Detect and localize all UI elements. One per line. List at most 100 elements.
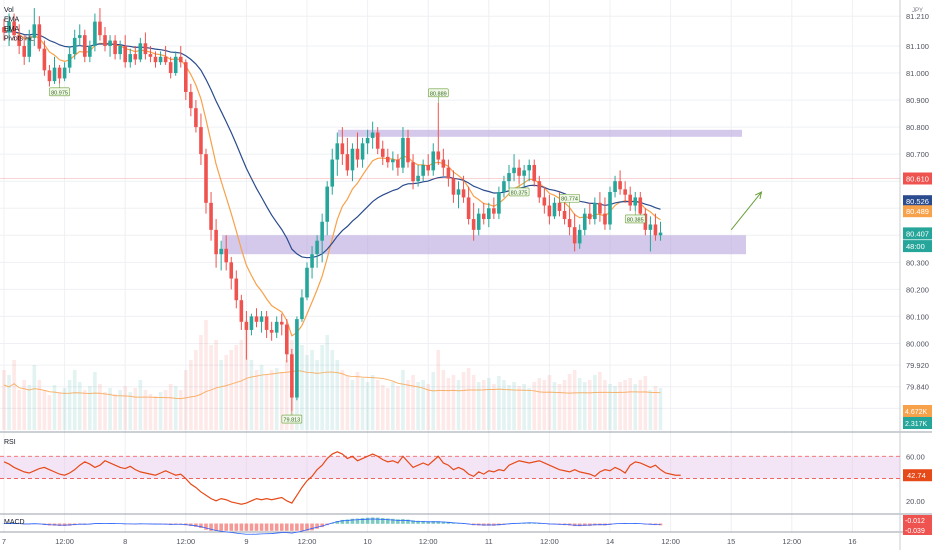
pivot-label-text: 80.774 [561, 197, 578, 203]
candle-body [53, 68, 57, 82]
time-tick-label: 9 [244, 537, 248, 546]
volume-bar [164, 390, 168, 430]
volume-bar [497, 376, 501, 430]
price-tick-label: 81.100 [906, 42, 929, 51]
volume-bar [512, 382, 516, 430]
price-tick-label: 80.100 [906, 312, 929, 321]
macd-histogram-bar [229, 524, 233, 531]
candle-body [98, 22, 102, 36]
candle-body [245, 322, 249, 330]
candle-body [305, 268, 309, 298]
time-tick-label: 11 [485, 537, 493, 546]
candle-body [189, 92, 193, 108]
candle-body [522, 170, 526, 175]
candle-body [290, 354, 294, 397]
macd-histogram-bar [300, 524, 304, 531]
candle-body [310, 254, 314, 268]
zone-box [222, 235, 746, 254]
volume-bar [103, 392, 107, 430]
candle-body [320, 222, 324, 241]
candle-body [295, 319, 299, 397]
candle-body [144, 43, 148, 54]
volume-bar [442, 370, 446, 430]
time-tick-label: 14 [606, 537, 614, 546]
candle-body [482, 214, 486, 219]
price-tag: 80.407 [903, 227, 932, 239]
candle-body [103, 35, 107, 46]
volume-bar [315, 360, 319, 430]
volume-bar [527, 388, 531, 430]
candle-body [22, 46, 26, 57]
candle-body [260, 316, 264, 321]
candle-body [250, 316, 254, 330]
volume-bar [603, 380, 607, 430]
candle-body [346, 154, 350, 170]
volume-bar [396, 386, 400, 430]
volume-bar [98, 384, 102, 430]
candle-body [38, 24, 42, 48]
volume-bar [623, 380, 627, 430]
volume-bar [209, 345, 213, 430]
macd-histogram-bar [275, 524, 279, 531]
macd-tag: -0.039 [903, 525, 932, 535]
volume-bar [452, 375, 456, 430]
candle-body [628, 195, 632, 206]
candle-body [603, 214, 607, 225]
candle [295, 316, 299, 400]
candle-body [330, 160, 334, 187]
volume-bar [169, 384, 173, 430]
price-tick-label: 79.920 [906, 361, 929, 370]
candle-body [199, 127, 203, 154]
volume-bar [386, 388, 390, 430]
pivot-label-text: 80.385 [627, 217, 644, 223]
price-tick-label: 80.000 [906, 339, 929, 348]
volume-bar [38, 380, 42, 430]
volume-bar [17, 390, 21, 430]
time-tick-label: 12:00 [419, 537, 438, 546]
macd-label: MACD [4, 519, 25, 526]
volume-bar [568, 374, 572, 430]
candle-body [426, 165, 430, 170]
volume-bar [583, 382, 587, 430]
price-tick-label: 80.800 [906, 123, 929, 132]
candle-body [558, 203, 562, 211]
candle-body [366, 138, 370, 143]
volume-bar [219, 360, 223, 430]
volume-bar [563, 380, 567, 430]
indicator-legend-label: EMA [4, 17, 20, 24]
volume-bar [633, 384, 637, 430]
volume-bar [426, 384, 430, 430]
candle-body [43, 49, 47, 71]
volume-bar [199, 335, 203, 430]
candle-body [174, 57, 178, 73]
volume-bar [351, 380, 355, 430]
candle-body [134, 54, 138, 59]
candle-body [563, 211, 567, 219]
rsi-tick-label: 20.00 [906, 497, 925, 506]
candle-body [285, 325, 289, 355]
candle-body [113, 41, 117, 55]
candle-body [401, 138, 405, 168]
rsi-band [0, 456, 900, 478]
candle-body [325, 187, 329, 222]
volume-bar [12, 360, 16, 430]
candle-body [578, 230, 582, 244]
volume-bar [179, 390, 183, 430]
candle-body [315, 241, 319, 255]
candle-body [568, 219, 572, 227]
rsi-tag-text: 42.74 [907, 471, 926, 480]
candle-body [128, 54, 132, 62]
time-tick-label: 16 [848, 537, 856, 546]
candle-body [169, 62, 173, 73]
candle-body [209, 203, 213, 230]
candle-body [265, 316, 269, 330]
candle-body [462, 189, 466, 197]
volume-tag-text: 2.317K [905, 421, 928, 428]
volume-bar [406, 380, 410, 430]
candle [608, 187, 612, 230]
volume-bar [517, 386, 521, 430]
volume-tag: 4.672K [903, 405, 932, 417]
volume-bar [532, 382, 536, 430]
